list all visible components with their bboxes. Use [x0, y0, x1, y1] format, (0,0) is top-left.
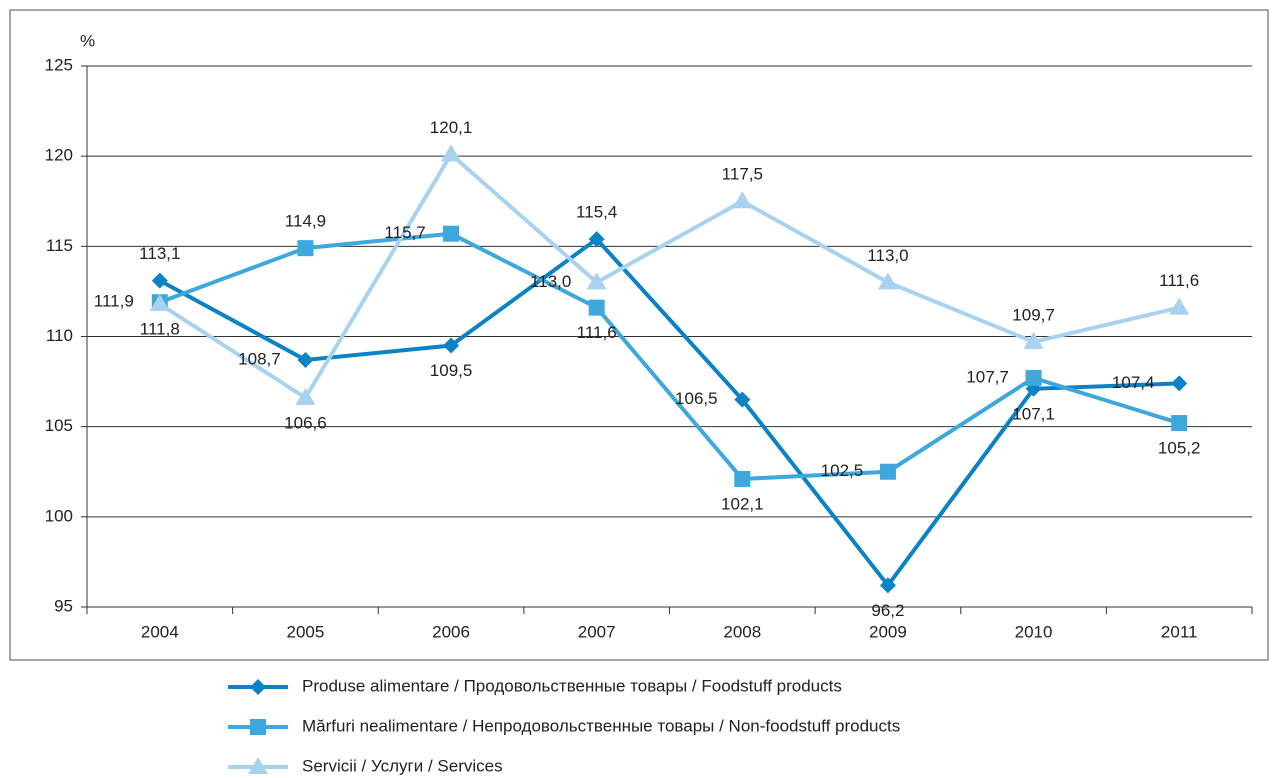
y-tick-label: 115 [46, 236, 73, 255]
data-label: 115,7 [384, 223, 425, 242]
series-line [159, 231, 1180, 482]
marker [151, 272, 168, 289]
marker [441, 144, 462, 162]
data-label: 109,7 [1012, 305, 1055, 324]
marker [297, 240, 314, 257]
y-axis-label: % [80, 31, 95, 50]
marker [1171, 375, 1188, 392]
data-label: 114,9 [285, 212, 326, 231]
data-label: 106,6 [284, 413, 327, 432]
x-tick-label: 2010 [1015, 622, 1053, 641]
y-tick-label: 100 [45, 506, 73, 525]
legend-label: Servicii / Услуги / Services [302, 756, 503, 775]
legend-label: Produse alimentare / Продовольственные т… [302, 676, 842, 695]
data-label: 107,4 [1112, 373, 1155, 392]
data-label: 113,0 [867, 246, 908, 265]
y-tick-label: 120 [45, 146, 73, 165]
y-tick-label: 95 [54, 596, 73, 615]
marker [1025, 369, 1042, 386]
data-label: 106,5 [675, 389, 718, 408]
marker [248, 757, 268, 774]
x-tick-label: 2007 [578, 622, 616, 641]
data-label: 107,1 [1012, 404, 1055, 423]
data-label: 109,5 [430, 361, 473, 380]
data-label: 120,1 [430, 118, 473, 137]
data-label: 111,6 [1159, 271, 1199, 290]
marker [1171, 415, 1188, 432]
marker [586, 272, 607, 290]
marker [1169, 297, 1190, 315]
x-tick-label: 2004 [141, 622, 179, 641]
marker [443, 225, 460, 242]
marker [250, 719, 266, 735]
legend-label: Mărfuri nealimentare / Непродовольственн… [302, 716, 900, 735]
data-label: 111,6 [577, 323, 617, 342]
marker [877, 272, 898, 290]
data-label: 108,7 [238, 349, 281, 368]
x-tick-label: 2006 [432, 622, 470, 641]
x-tick-label: 2008 [723, 622, 761, 641]
marker [149, 294, 170, 312]
marker [734, 391, 751, 408]
marker [295, 387, 316, 405]
data-label: 96,2 [871, 601, 904, 620]
marker [443, 337, 460, 354]
marker [734, 470, 751, 487]
marker [588, 299, 605, 316]
x-tick-label: 2009 [869, 622, 907, 641]
data-label: 113,1 [139, 244, 180, 263]
chart-frame [9, 9, 1269, 661]
marker [879, 577, 896, 594]
data-label: 102,1 [721, 494, 764, 513]
data-label: 105,2 [1158, 439, 1201, 458]
x-tick-label: 2005 [287, 622, 325, 641]
data-label: 111,9 [94, 292, 134, 311]
y-tick-label: 105 [45, 416, 73, 435]
marker [1023, 331, 1044, 349]
marker [588, 231, 605, 248]
marker [879, 463, 896, 480]
series-line [158, 151, 1180, 401]
y-tick-label: 110 [46, 326, 73, 345]
data-label: 113,0 [530, 272, 571, 291]
marker [297, 351, 314, 368]
data-label: 102,5 [821, 461, 864, 480]
marker [250, 679, 266, 695]
x-tick-label: 2011 [1161, 622, 1198, 641]
data-label: 107,7 [966, 367, 1009, 386]
y-tick-label: 125 [45, 55, 73, 74]
data-label: 115,4 [576, 203, 617, 222]
data-label: 117,5 [722, 165, 763, 184]
marker [732, 191, 753, 209]
data-label: 111,8 [140, 320, 180, 339]
